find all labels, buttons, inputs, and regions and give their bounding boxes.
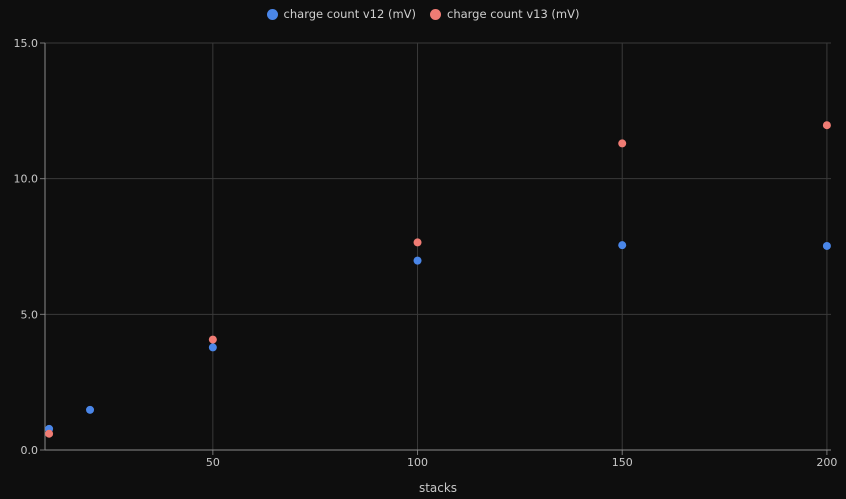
data-point-series-2[interactable] xyxy=(413,238,422,247)
legend-swatch-v13 xyxy=(430,8,441,20)
data-point-series-2[interactable] xyxy=(822,121,831,130)
data-points xyxy=(45,121,831,438)
data-point-series-1[interactable] xyxy=(86,405,95,414)
x-tick-label: 100 xyxy=(407,456,428,469)
legend-label-v13: charge count v13 (mV) xyxy=(447,7,580,21)
legend-item-v13[interactable]: charge count v13 (mV) xyxy=(430,7,579,21)
data-point-series-2[interactable] xyxy=(45,429,54,438)
legend-item-v12[interactable]: charge count v12 (mV) xyxy=(266,7,416,21)
y-tick-label: 0.0 xyxy=(21,444,39,457)
legend: charge count v12 (mV) charge count v13 (… xyxy=(0,7,846,21)
tick-labels: 0.0 5.0 10.0 15.0 50 100 150 200 xyxy=(14,37,838,469)
y-tick-label: 5.0 xyxy=(21,308,39,321)
x-tick-label: 200 xyxy=(816,456,837,469)
x-tick-label: 50 xyxy=(206,456,220,469)
x-axis-title: stacks xyxy=(419,481,457,495)
legend-swatch-v12 xyxy=(266,8,278,20)
y-tick-label: 10.0 xyxy=(14,173,39,186)
data-point-series-2[interactable] xyxy=(618,139,627,148)
data-point-series-1[interactable] xyxy=(618,241,627,250)
data-point-series-1[interactable] xyxy=(413,256,422,265)
data-point-series-1[interactable] xyxy=(822,241,831,250)
y-tick-label: 15.0 xyxy=(14,37,39,50)
x-tick-label: 150 xyxy=(612,456,633,469)
legend-label-v12: charge count v12 (mV) xyxy=(283,7,416,21)
grid xyxy=(45,42,831,451)
axes xyxy=(40,42,831,455)
data-point-series-1[interactable] xyxy=(208,343,217,352)
data-point-series-2[interactable] xyxy=(208,335,217,344)
